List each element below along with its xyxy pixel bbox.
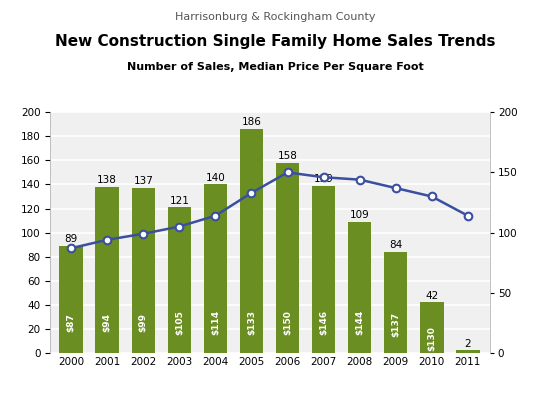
Text: Number of Sales, Median Price Per Square Foot: Number of Sales, Median Price Per Square… xyxy=(126,62,424,72)
Text: 84: 84 xyxy=(389,240,403,250)
Text: $87: $87 xyxy=(67,314,76,332)
Text: 42: 42 xyxy=(425,291,438,301)
Bar xyxy=(168,207,191,353)
Text: $144: $144 xyxy=(355,310,364,335)
Text: $105: $105 xyxy=(175,310,184,335)
Text: 138: 138 xyxy=(97,175,117,185)
Text: Harrisonburg & Rockingham County: Harrisonburg & Rockingham County xyxy=(175,12,375,22)
Text: 158: 158 xyxy=(278,151,298,161)
Text: $99: $99 xyxy=(139,313,148,332)
Text: $137: $137 xyxy=(391,312,400,337)
Bar xyxy=(204,184,227,353)
Text: 89: 89 xyxy=(64,234,78,244)
Bar xyxy=(96,187,119,353)
Text: 139: 139 xyxy=(314,174,333,184)
Bar xyxy=(384,252,408,353)
Text: $146: $146 xyxy=(319,310,328,335)
Text: 186: 186 xyxy=(241,117,261,128)
Bar xyxy=(456,350,480,353)
Bar xyxy=(312,186,336,353)
Text: 121: 121 xyxy=(169,196,189,206)
Bar xyxy=(131,188,155,353)
Text: $114: $114 xyxy=(211,310,220,335)
Bar xyxy=(59,246,83,353)
Text: 137: 137 xyxy=(133,176,153,186)
Text: 2: 2 xyxy=(465,339,471,348)
Bar xyxy=(240,129,263,353)
Text: 109: 109 xyxy=(350,210,370,220)
Bar xyxy=(276,163,299,353)
Text: $133: $133 xyxy=(247,310,256,335)
Bar xyxy=(420,302,443,353)
Text: $94: $94 xyxy=(103,313,112,332)
Text: $150: $150 xyxy=(283,310,292,335)
Text: 140: 140 xyxy=(206,173,225,183)
Text: $130: $130 xyxy=(427,326,436,351)
Text: New Construction Single Family Home Sales Trends: New Construction Single Family Home Sale… xyxy=(55,34,495,49)
Bar xyxy=(348,222,371,353)
